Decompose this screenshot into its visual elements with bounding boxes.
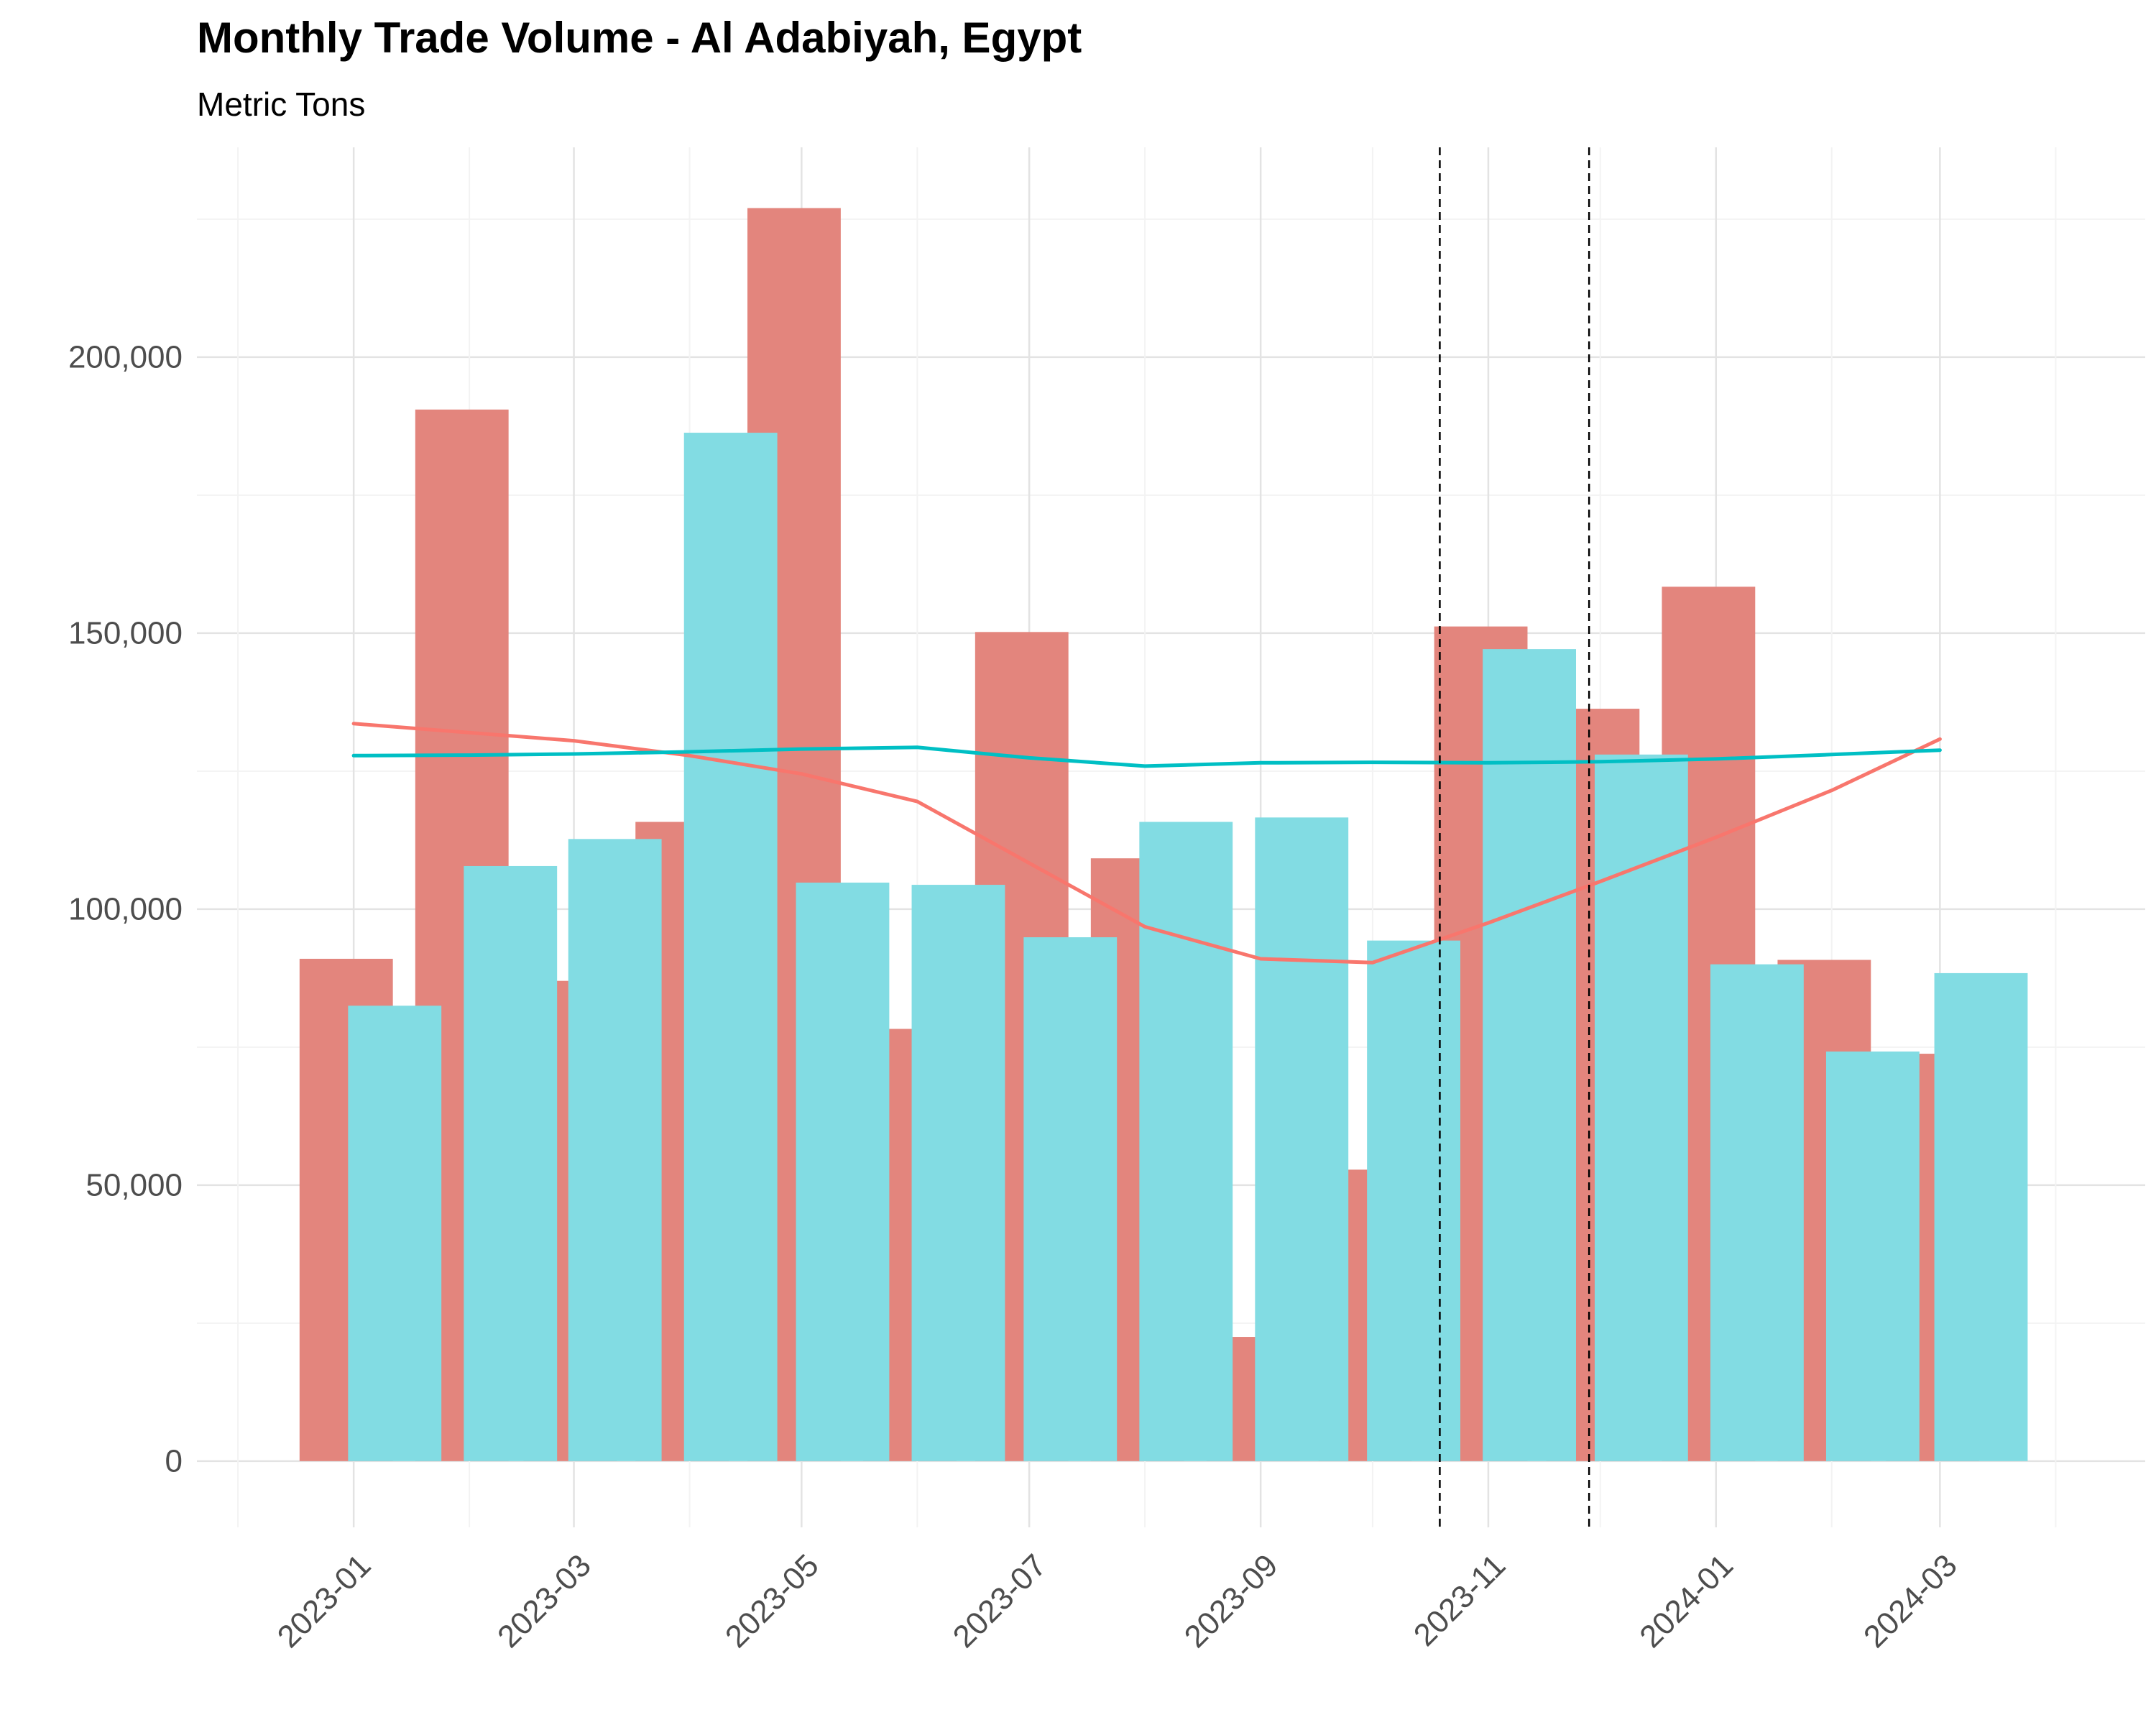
bar-series-2 [1483,649,1576,1461]
y-tick-label: 50,000 [86,1167,183,1202]
bar-series-2 [1825,1051,1920,1461]
bar-series-2 [1710,964,1804,1461]
bar-series-2 [796,882,890,1461]
bar-series-2 [1023,937,1118,1461]
bar-series-2 [1255,817,1349,1461]
bar-series-2 [1367,940,1460,1461]
chart-title: Monthly Trade Volume - Al Adabiyah, Egyp… [197,14,1082,62]
bar-series-2 [1139,822,1233,1461]
bar-series-2 [1594,754,1688,1461]
trend-line-2 [351,745,1942,768]
x-tick-label: 2024-01 [1633,1547,1740,1655]
reference-lines [1439,147,1590,1527]
y-tick-label: 100,000 [68,891,183,926]
bar-series-2 [348,1006,442,1461]
y-tick-label: 150,000 [68,615,183,650]
x-axis-ticks: 2023-01 2023-03 2023-05 2023-07 2023-09 2023-… [271,1547,1964,1655]
trend-line-1 [351,722,1942,965]
y-tick-label: 0 [165,1443,183,1478]
y-tick-label: 200,000 [68,339,183,374]
x-tick-label: 2024-03 [1857,1547,1964,1655]
x-tick-label: 2023-03 [491,1547,598,1655]
chart-subtitle: Metric Tons [197,86,366,123]
bar-series-2 [568,839,662,1461]
x-tick-label: 2023-09 [1178,1547,1285,1655]
x-tick-label: 2023-05 [719,1547,826,1655]
x-tick-label: 2023-01 [271,1547,378,1655]
x-tick-label: 2023-07 [946,1547,1054,1655]
bars [299,208,2028,1461]
trend-lines [351,722,1942,965]
bar-series-2 [683,433,778,1461]
bar-series-2 [911,885,1005,1461]
x-tick-label: 2023-11 [1407,1547,1513,1653]
y-axis-ticks: 0 50,000 100,000 150,000 200,000 [68,339,183,1478]
bar-series-2 [464,865,558,1461]
bar-series-2 [1934,972,2028,1461]
